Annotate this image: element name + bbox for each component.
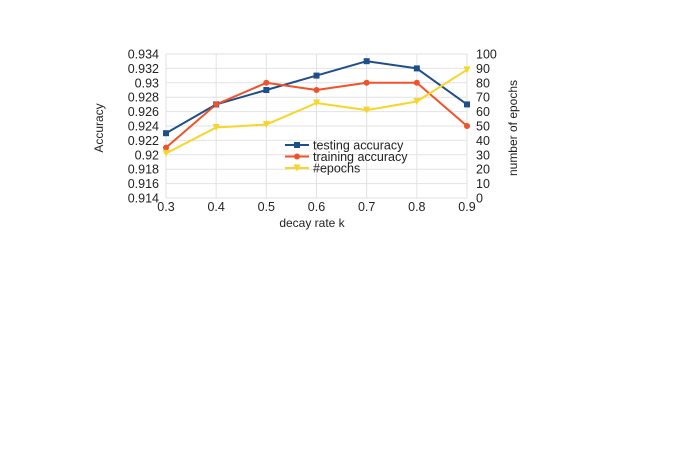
y-tick-label: 0.924 [128,120,159,134]
y-tick-label: 0.914 [128,192,159,206]
x-tick-label: 0.3 [157,200,174,214]
y2-tick-label: 0 [476,192,483,206]
y-tick-label: 0.92 [135,148,159,162]
data-point-epochs [262,121,270,129]
data-point-training-accuracy [263,79,270,86]
series-markers [162,58,471,157]
x-tick-label: 0.6 [308,200,325,214]
x-tick-label: 0.5 [258,200,275,214]
y-tick-label: 0.932 [128,62,159,76]
x-tick-label: 0.7 [358,200,375,214]
data-point-testing-accuracy [363,58,370,65]
legend-label: training accuracy [313,150,408,164]
y2-tick-label: 40 [476,134,490,148]
y2-tick-label: 90 [476,62,490,76]
x-axis-title: decay rate k [279,216,345,230]
y-tick-label: 0.918 [128,163,159,177]
x-tick-labels: 0.3 0.4 0.5 0.6 0.7 0.8 0.9 [157,200,475,214]
data-point-epochs [212,123,220,131]
legend-marker-training-accuracy [294,153,300,160]
data-point-testing-accuracy [413,65,420,72]
y2-tick-label: 10 [476,177,490,191]
data-point-epochs [363,106,371,114]
data-point-training-accuracy [413,79,420,86]
legend-marker-testing-accuracy [294,142,300,148]
data-point-training-accuracy [363,79,370,86]
x-tick-label: 0.9 [458,200,475,214]
y-tick-label: 0.928 [128,91,159,105]
data-point-testing-accuracy [464,101,470,108]
data-point-epochs [413,98,421,106]
y2-tick-label: 70 [476,91,490,105]
y2-tick-label: 80 [476,76,490,90]
y-axis-title: Accuracy [92,103,106,152]
y-tick-label: 0.926 [128,105,159,119]
y2-tick-label: 30 [476,148,490,162]
y2-tick-label: 50 [476,120,490,134]
y-tick-label: 0.93 [135,76,159,90]
data-point-testing-accuracy [163,130,169,137]
data-point-epochs [313,99,320,107]
legend-label: #epochs [313,162,360,176]
data-point-training-accuracy [464,123,470,129]
y-tick-label: 0.922 [128,134,159,148]
y2-tick-label: 100 [476,48,497,62]
data-point-training-accuracy [163,144,169,151]
data-point-testing-accuracy [313,72,320,79]
legend-marker-epochs [293,164,301,172]
y2-axis-title: number of epochs [506,80,520,176]
data-point-training-accuracy [213,101,220,108]
x-tick-label: 0.4 [207,200,224,214]
x-tick-label: 0.8 [408,200,425,214]
y2-tick-label: 60 [476,105,490,119]
legend-label: testing accuracy [313,139,404,153]
y-tick-label: 0.916 [128,177,159,191]
y2-tick-label: 20 [476,163,490,177]
data-point-training-accuracy [313,87,320,93]
data-point-testing-accuracy [263,87,270,93]
data-point-epochs [162,149,170,157]
y-tick-label: 0.934 [128,48,159,62]
data-point-epochs [463,66,471,74]
y-tick-labels: 0.9140.9160.9180.920.9220.9240.9260.9280… [128,48,159,206]
